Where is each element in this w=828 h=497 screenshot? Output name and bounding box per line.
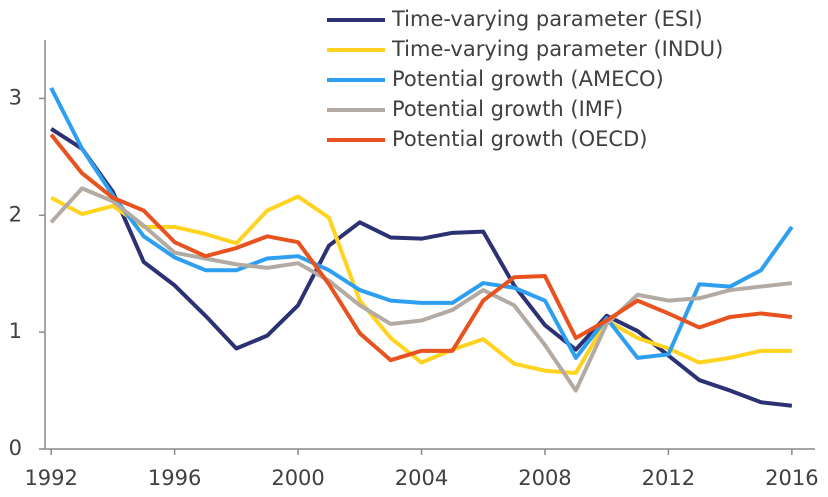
x-tick-label: 2004 <box>395 466 448 490</box>
x-tick-label: 1992 <box>24 466 77 490</box>
legend-label: Potential growth (IMF) <box>392 97 623 121</box>
x-tick-label: 2012 <box>642 466 695 490</box>
series-line <box>49 186 793 393</box>
x-tick-label: 2016 <box>765 466 818 490</box>
legend-label: Time-varying parameter (INDU) <box>391 37 723 61</box>
y-tick-label: 1 <box>9 319 22 343</box>
legend-label: Potential growth (AMECO) <box>392 67 664 91</box>
y-tick-label: 2 <box>9 202 22 226</box>
legend-label: Time-varying parameter (ESI) <box>391 7 703 31</box>
series-line <box>49 133 793 363</box>
x-tick-label: 2000 <box>271 466 324 490</box>
x-tick-label: 1996 <box>148 466 201 490</box>
series-line <box>50 194 792 376</box>
y-tick-label: 0 <box>9 436 22 460</box>
x-tick-label: 2008 <box>518 466 571 490</box>
y-tick-label: 3 <box>9 85 22 109</box>
legend-label: Potential growth (OECD) <box>392 127 647 151</box>
series-line <box>49 87 794 360</box>
